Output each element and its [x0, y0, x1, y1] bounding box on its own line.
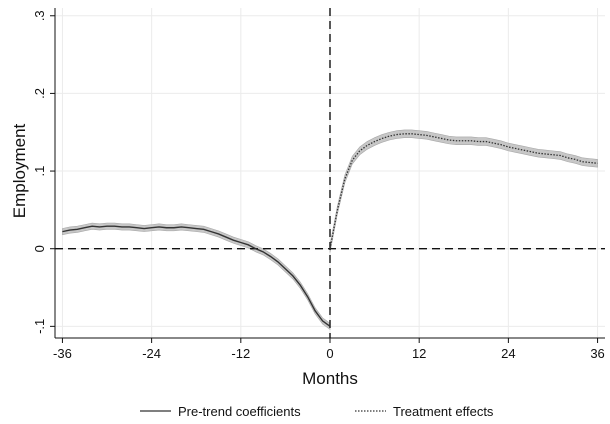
x-tick-label: -36: [53, 346, 72, 361]
legend-label-2: Treatment effects: [393, 404, 494, 419]
y-axis-title: Employment: [10, 123, 29, 218]
legend: Pre-trend coefficients Treatment effects: [140, 404, 494, 419]
series-lines: [62, 133, 598, 327]
x-tick-label: 12: [412, 346, 426, 361]
x-tick-label: 0: [326, 346, 333, 361]
y-tick-label: .2: [32, 88, 47, 99]
x-tick-label: -12: [231, 346, 250, 361]
x-tick-label: 36: [590, 346, 604, 361]
confidence-band-2: [329, 129, 598, 253]
y-tick-label: .3: [32, 10, 47, 21]
confidence-band-1: [62, 222, 331, 331]
confidence-bands: [62, 129, 598, 331]
axes: -.1 0 .1 .2 .3 -36 -24 -12 0 12 24 36: [32, 8, 605, 361]
y-tick-label: .1: [32, 166, 47, 177]
y-tick-label: -.1: [32, 319, 47, 334]
series-line-2: [329, 133, 598, 249]
x-axis-title: Months: [302, 369, 358, 388]
legend-label-1: Pre-trend coefficients: [178, 404, 301, 419]
x-tick-label: -24: [142, 346, 161, 361]
y-tick-label: 0: [32, 245, 47, 252]
series-line-1: [62, 225, 331, 327]
x-tick-label: 24: [501, 346, 515, 361]
